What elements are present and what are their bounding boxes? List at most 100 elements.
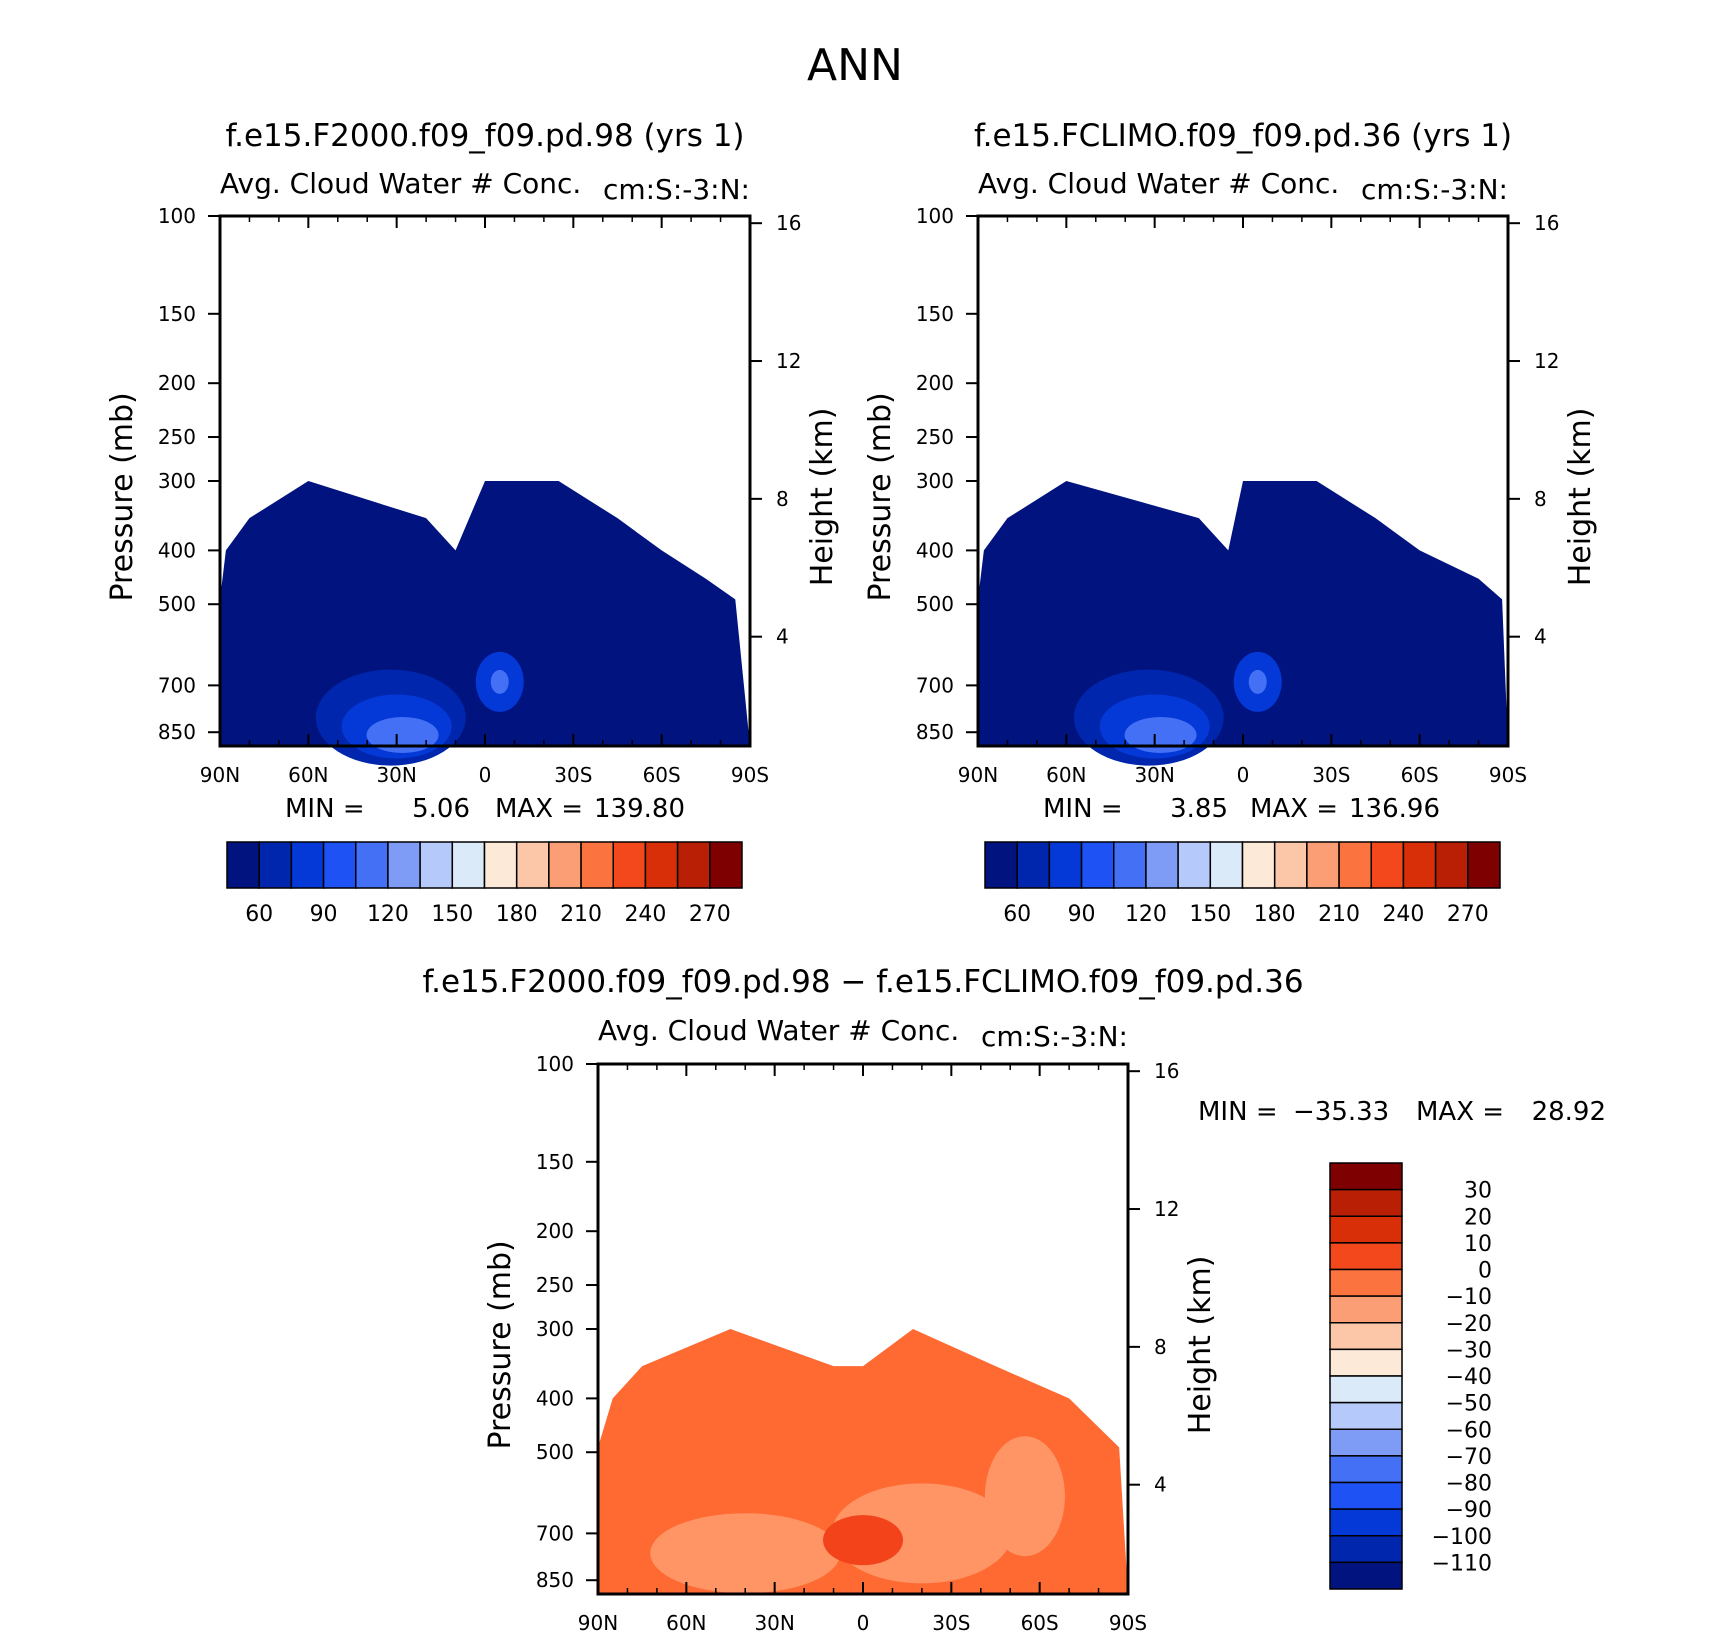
colorbar-swatch <box>1177 841 1212 889</box>
y-tick-label: 200 <box>158 371 196 395</box>
x-tick-label: 60S <box>1401 763 1439 787</box>
colorbar-label: −40 <box>1446 1365 1492 1390</box>
colorbar-label: −50 <box>1446 1392 1492 1417</box>
y-tick-label: 500 <box>158 592 196 616</box>
colorbar-swatch <box>1329 1188 1403 1217</box>
height-tick-label: 12 <box>1154 1197 1179 1221</box>
units-label: cm:S:-3:N: <box>981 1020 1128 1053</box>
y-axis-label-right: Height (km) <box>1563 408 1598 587</box>
colorbar-swatch <box>355 841 389 889</box>
max-label: MAX = <box>1416 1097 1504 1127</box>
colorbar-label: 20 <box>1464 1205 1492 1230</box>
y-tick-label: 150 <box>536 1150 574 1174</box>
contour-fill <box>220 481 750 746</box>
max-value: 139.80 <box>594 794 685 824</box>
colorbar-label: 30 <box>1464 1179 1492 1204</box>
y-tick-label: 400 <box>158 538 196 562</box>
colorbar-swatch <box>676 841 711 889</box>
colorbar-swatch <box>1329 1561 1403 1590</box>
colorbar-label: 150 <box>431 902 473 927</box>
colorbar-swatch <box>1370 841 1405 889</box>
colorbar-label: 240 <box>624 902 666 927</box>
y-tick-label: 700 <box>158 673 196 697</box>
chart-panel-1: f.e15.F2000.f09_f09.pd.98 (yrs 1) Avg. Cl… <box>105 118 840 927</box>
height-tick-label: 8 <box>1534 487 1547 511</box>
colorbar-swatch <box>1113 841 1147 889</box>
colorbar-label: 0 <box>1478 1259 1492 1284</box>
colorbar-swatch <box>515 841 550 889</box>
y-tick-label: 250 <box>916 425 954 449</box>
case-title: f.e15.F2000.f09_f09.pd.98 − f.e15.FCLIMO… <box>422 964 1303 1000</box>
colorbar-swatch <box>1467 841 1501 889</box>
units-label: cm:S:-3:N: <box>603 173 750 206</box>
y-tick-label: 250 <box>536 1273 574 1297</box>
colorbar-swatch <box>451 841 486 889</box>
x-tick-label: 90S <box>731 763 769 787</box>
colorbar-label: 10 <box>1464 1232 1492 1257</box>
colorbar-swatch <box>258 841 293 889</box>
colorbar-swatch <box>1273 841 1308 889</box>
colorbar-label: 90 <box>310 902 338 927</box>
contour-level <box>366 717 439 754</box>
x-tick-label: 60S <box>1021 1611 1059 1635</box>
colorbar-label: −80 <box>1446 1472 1492 1497</box>
colorbar-label: 60 <box>245 902 273 927</box>
x-tick-label: 90S <box>1489 763 1527 787</box>
x-tick-label: 30N <box>1134 763 1174 787</box>
colorbar-swatch <box>1329 1295 1403 1324</box>
colorbar-swatch <box>1016 841 1051 889</box>
height-tick-label: 4 <box>1154 1473 1167 1497</box>
y-tick-label: 400 <box>916 538 954 562</box>
colorbar-label: 90 <box>1068 902 1096 927</box>
x-tick-label: 60S <box>643 763 681 787</box>
colorbar-label: −110 <box>1432 1551 1492 1576</box>
y-tick-label: 850 <box>536 1568 574 1592</box>
colorbar-swatch <box>580 841 614 889</box>
colorbar-swatch <box>1338 841 1372 889</box>
colorbar-label: −10 <box>1446 1285 1492 1310</box>
y-tick-label: 150 <box>158 302 196 326</box>
x-tick-label: 90N <box>958 763 998 787</box>
colorbar-swatch <box>1329 1481 1403 1510</box>
x-tick-label: 90N <box>200 763 240 787</box>
y-tick-label: 700 <box>916 673 954 697</box>
y-tick-label: 700 <box>536 1521 574 1545</box>
chart-panel-3: f.e15.F2000.f09_f09.pd.98 − f.e15.FCLIMO… <box>422 964 1606 1635</box>
colorbar-label: 270 <box>689 902 731 927</box>
y-tick-label: 850 <box>916 720 954 744</box>
colorbar-label: −20 <box>1446 1312 1492 1337</box>
colorbar-swatch <box>1434 841 1469 889</box>
colorbar-swatch <box>1306 841 1340 889</box>
height-tick-label: 12 <box>1534 349 1559 373</box>
min-label: MIN = <box>1043 794 1123 824</box>
colorbar-swatch <box>387 841 421 889</box>
y-tick-label: 300 <box>536 1317 574 1341</box>
colorbar-label: −90 <box>1446 1498 1492 1523</box>
min-value: 3.85 <box>1170 794 1228 824</box>
variable-title: Avg. Cloud Water # Conc. <box>978 167 1339 200</box>
colorbar-swatch <box>1329 1428 1403 1457</box>
x-tick-label: 30S <box>932 1611 970 1635</box>
height-tick-label: 8 <box>776 487 789 511</box>
case-title: f.e15.FCLIMO.f09_f09.pd.36 (yrs 1) <box>974 118 1512 154</box>
colorbar-label: −70 <box>1446 1445 1492 1470</box>
colorbar-swatch <box>1329 1268 1403 1297</box>
colorbar-swatch <box>1329 1535 1403 1564</box>
colorbar-swatch <box>984 841 1018 889</box>
x-tick-label: 90N <box>578 1611 618 1635</box>
colorbar-label: 210 <box>560 902 602 927</box>
colorbar-label: 240 <box>1382 902 1424 927</box>
colorbar-label: 180 <box>1254 902 1296 927</box>
max-label: MAX = <box>495 794 583 824</box>
case-title: f.e15.F2000.f09_f09.pd.98 (yrs 1) <box>225 118 744 154</box>
x-tick-label: 30N <box>376 763 416 787</box>
colorbar-label: −100 <box>1432 1525 1492 1550</box>
colorbar-swatch <box>709 841 743 889</box>
colorbar-swatch <box>644 841 679 889</box>
y-tick-label: 500 <box>916 592 954 616</box>
colorbar-swatch <box>226 841 260 889</box>
colorbar-label: 180 <box>496 902 538 927</box>
x-tick-label: 60N <box>1046 763 1086 787</box>
colorbar-swatch <box>612 841 647 889</box>
y-tick-label: 300 <box>916 469 954 493</box>
